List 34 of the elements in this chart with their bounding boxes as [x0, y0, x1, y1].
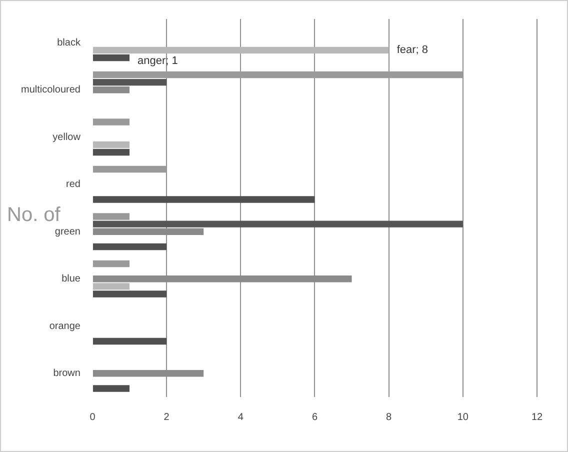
bar: [92, 141, 130, 148]
bar: [92, 243, 167, 250]
bar: [92, 283, 130, 290]
data-label: anger; 1: [138, 54, 178, 67]
data-label: fear; 8: [396, 44, 428, 56]
y-tick-label: brown: [53, 368, 80, 380]
y-tick-label: blue: [62, 274, 81, 285]
x-tick-label: 2: [164, 412, 170, 423]
bar: [92, 260, 130, 268]
x-tick-label: 10: [457, 412, 469, 423]
bar: [92, 196, 315, 203]
bar: [92, 220, 463, 228]
y-tick-label: yellow: [52, 132, 82, 143]
x-tick-label: 0: [90, 412, 96, 423]
bar: [92, 385, 130, 392]
bar: [92, 213, 130, 220]
y-tick-label: multicoloured: [20, 84, 80, 96]
bar: [92, 148, 130, 156]
bar: [92, 290, 167, 298]
bar: [92, 118, 130, 126]
bar: [92, 46, 389, 54]
x-tick-label: 8: [386, 412, 392, 423]
x-tick-label: 12: [531, 412, 543, 423]
bar: [92, 54, 130, 62]
y-tick-label: red: [66, 179, 80, 190]
y-tick-label: black: [57, 37, 82, 48]
bar: [92, 338, 167, 345]
y-tick-label: orange: [49, 320, 81, 332]
bar: [92, 86, 130, 94]
text: No. of: [7, 204, 61, 226]
x-tick-label: 4: [238, 412, 244, 423]
bar: [92, 78, 167, 86]
y-tick-label: green: [54, 226, 80, 238]
x-tick-label: 6: [312, 412, 318, 423]
